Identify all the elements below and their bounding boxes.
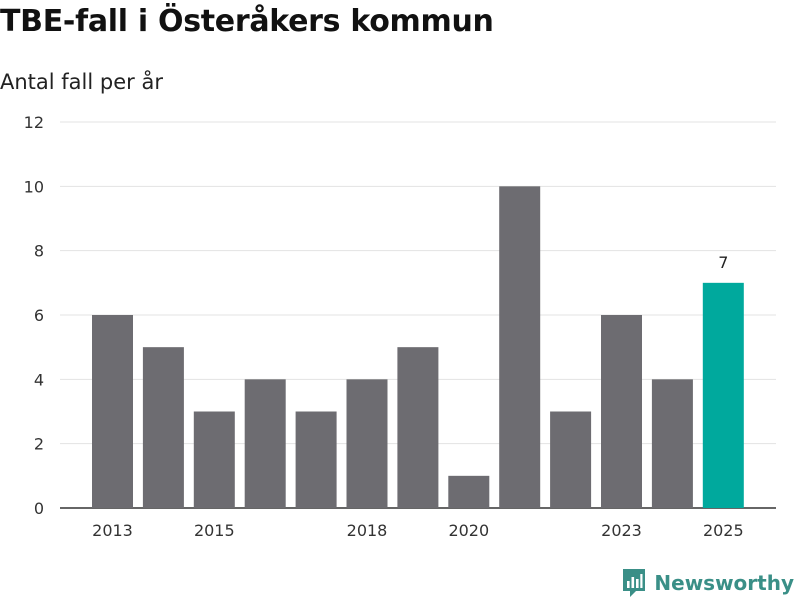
x-tick-label: 2025 <box>703 521 744 540</box>
chart-subtitle: Antal fall per år <box>0 70 163 94</box>
y-tick-label: 6 <box>34 306 44 325</box>
bar-2024 <box>651 379 693 508</box>
bar-2019 <box>397 347 439 508</box>
chart-title: TBE-fall i Österåkers kommun <box>0 4 494 39</box>
newsworthy-logo-icon <box>623 569 646 597</box>
y-tick-label: 12 <box>24 113 44 132</box>
bar-layer <box>92 186 744 509</box>
data-label: 7 <box>718 253 728 272</box>
bar-2016 <box>244 379 286 508</box>
y-tick-label: 0 <box>34 499 44 518</box>
bar-2013 <box>92 315 133 508</box>
y-tick-label: 2 <box>34 435 44 454</box>
y-tick-label: 8 <box>34 242 44 261</box>
label-layer: 0 2 4 6 8 10 12 2013 2015 2018 2020 2023 2025 7 <box>24 113 744 540</box>
x-tick-label: 2018 <box>347 521 388 540</box>
bar-2018 <box>346 379 388 508</box>
x-tick-label: 2020 <box>448 521 489 540</box>
bar-2020 <box>448 475 490 508</box>
bar-2017 <box>295 411 337 508</box>
bar-2022 <box>550 411 592 508</box>
bar-2023 <box>601 315 642 508</box>
newsworthy-logo: Newsworthy <box>622 568 794 598</box>
y-tick-label: 4 <box>34 370 44 389</box>
x-tick-label: 2015 <box>194 521 235 540</box>
x-tick-label: 2023 <box>601 521 642 540</box>
bar-2014 <box>142 347 184 508</box>
bar-2015 <box>193 411 235 508</box>
brand-name: Newsworthy <box>654 571 794 595</box>
bar-2025 <box>702 282 744 508</box>
y-tick-label: 10 <box>24 177 44 196</box>
bar-2021 <box>499 186 541 509</box>
x-tick-label: 2013 <box>92 521 133 540</box>
